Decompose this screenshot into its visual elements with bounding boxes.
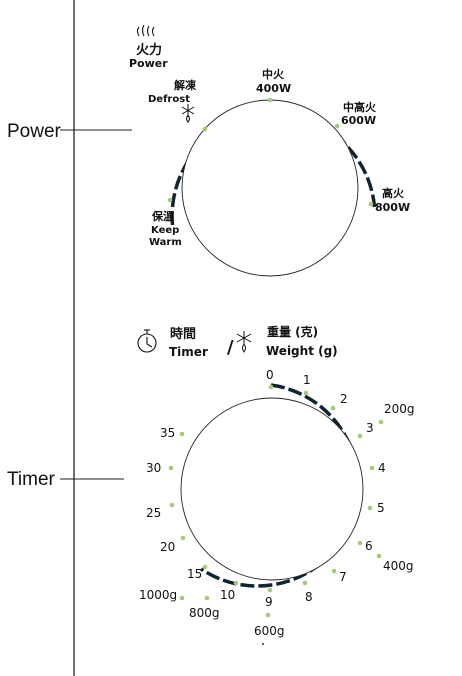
power-header-en: Power xyxy=(129,57,168,70)
power-position-dots xyxy=(167,97,374,207)
timer-mark-6: 6 xyxy=(365,539,373,553)
timer-mark-0: 0 xyxy=(266,368,274,382)
timer-knob-circle xyxy=(180,397,364,581)
weight-mark-1000g: 1000g xyxy=(139,588,177,602)
weight-header-en: Weight (g) xyxy=(266,344,338,358)
timer-header-cn: 時間 xyxy=(170,326,196,342)
timer-dot-15 xyxy=(202,564,208,570)
keepwarm-label-cn: 保溫 xyxy=(151,209,174,223)
defrost-icon xyxy=(181,104,195,123)
timer-mark-30: 30 xyxy=(146,461,161,475)
defrost-label-en: Defrost xyxy=(148,94,190,105)
power-dot-600w xyxy=(334,123,340,129)
power-knob: 火力 Power 解凍 Defrost 中火 400W 中高火 600W 高火 … xyxy=(129,24,410,277)
timer-mark-5: 5 xyxy=(377,501,385,515)
weight-mark-400g: 400g xyxy=(383,559,414,573)
defrost-label-cn: 解凍 xyxy=(174,78,197,92)
timer-dot-7 xyxy=(331,568,337,574)
weight-dot-1000g xyxy=(179,595,185,601)
weight-dot-800g xyxy=(204,595,210,601)
timer-dot-35 xyxy=(179,431,185,437)
timer-dot-0 xyxy=(268,384,274,390)
timer-mark-3: 3 xyxy=(366,421,374,435)
stray-mark xyxy=(262,643,264,645)
weight-dot-200g xyxy=(378,419,384,425)
timer-dot-3 xyxy=(357,433,363,439)
power-knob-circle xyxy=(181,99,359,277)
power-dot-defrost xyxy=(202,126,208,132)
timer-header-en: Timer xyxy=(169,345,208,359)
timer-mark-15: 15 xyxy=(187,567,202,581)
timer-dot-4 xyxy=(369,465,375,471)
power-dot-800w xyxy=(368,201,374,207)
power-600w-label-en: 600W xyxy=(341,114,376,127)
power-800w-label-cn: 高火 xyxy=(382,186,405,200)
timer-mark-8: 8 xyxy=(305,590,313,604)
keepwarm-label-en2: Warm xyxy=(149,237,182,248)
timer-dot-2 xyxy=(330,405,336,411)
timer-mark-4: 4 xyxy=(378,461,386,475)
timer-mark-20: 20 xyxy=(160,540,175,554)
stopwatch-icon xyxy=(137,329,157,353)
weight-dot-600g xyxy=(265,612,271,618)
power-dot-keepwarm xyxy=(167,197,173,203)
timer-dot-8 xyxy=(302,580,308,586)
timer-dot-10 xyxy=(233,580,239,586)
timer-mark-9: 9 xyxy=(265,595,273,609)
timer-mark-35: 35 xyxy=(160,426,175,440)
weight-dot-400g xyxy=(376,553,382,559)
timer-dot-25 xyxy=(169,502,175,508)
header-separator: / xyxy=(227,337,234,358)
timer-position-dots xyxy=(168,384,384,618)
flame-icon xyxy=(136,24,155,37)
power-header-cn: 火力 xyxy=(136,42,162,58)
timer-dot-6 xyxy=(357,540,363,546)
power-800w-label-en: 800W xyxy=(375,201,410,214)
power-dial-ring xyxy=(170,112,377,226)
timer-dot-20 xyxy=(180,535,186,541)
timer-dot-9 xyxy=(267,587,273,593)
power-600w-label-cn: 中高火 xyxy=(343,100,377,114)
power-dot-400w xyxy=(267,97,273,103)
timer-mark-10: 10 xyxy=(220,588,235,602)
callout-timer: Timer xyxy=(7,469,56,490)
timer-mark-25: 25 xyxy=(146,506,161,520)
weight-header-cn: 重量 (克) xyxy=(267,324,318,339)
weight-mark-600g: 600g xyxy=(254,624,285,638)
timer-dot-1 xyxy=(303,390,309,396)
timer-mark-2: 2 xyxy=(340,392,348,406)
timer-dot-5 xyxy=(367,505,373,511)
timer-mark-7: 7 xyxy=(339,570,347,584)
weight-mark-200g: 200g xyxy=(384,402,415,416)
weight-mark-800g: 800g xyxy=(189,606,220,620)
timer-dot-30 xyxy=(168,465,174,471)
power-400w-label-en: 400W xyxy=(256,82,291,95)
snowflake-icon xyxy=(236,331,252,353)
power-400w-label-cn: 中火 xyxy=(262,67,285,81)
timer-knob: 時間 Timer / 重量 (克) Weight (g) xyxy=(137,324,415,645)
keepwarm-label-en1: Keep xyxy=(151,225,179,236)
callout-power: Power xyxy=(7,121,62,142)
timer-mark-1: 1 xyxy=(303,373,311,387)
